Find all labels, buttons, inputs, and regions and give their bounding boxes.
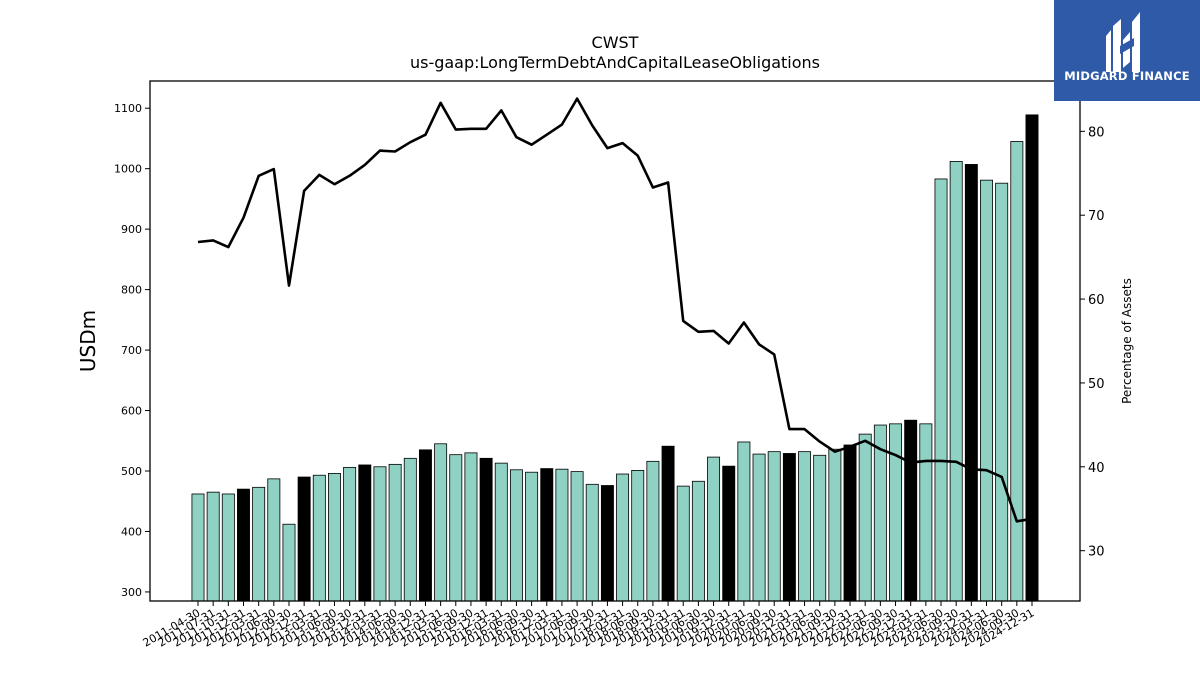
y-tick-label: 1000 <box>114 163 142 176</box>
bar <box>904 419 918 602</box>
bar <box>934 178 948 602</box>
bar <box>328 473 341 602</box>
brand-name: MIDGARD FINANCE <box>1064 69 1190 83</box>
y-tick-label: 300 <box>121 586 142 599</box>
y-tick-label: 400 <box>121 525 142 538</box>
bar <box>585 483 599 602</box>
bar <box>297 476 311 602</box>
y2-tick-label: 30 <box>1088 545 1105 560</box>
bar <box>358 464 372 602</box>
bar <box>707 456 721 602</box>
y-tick-label: 600 <box>121 405 142 418</box>
plot-frame <box>149 80 1081 602</box>
bar <box>388 463 402 602</box>
bar <box>267 478 281 602</box>
pct-series <box>197 97 1033 523</box>
bar <box>373 466 387 602</box>
bar-series <box>191 114 1039 602</box>
bar <box>949 161 963 602</box>
bar <box>221 493 235 602</box>
brand-mark-icon <box>1106 12 1140 72</box>
bar <box>843 444 857 602</box>
bar <box>282 523 296 602</box>
bar <box>828 448 842 602</box>
bar <box>995 182 1009 602</box>
bar <box>403 457 417 602</box>
y2-axis-label: Percentage of Assets <box>1120 278 1134 404</box>
bar <box>237 488 250 602</box>
y-tick-label: 800 <box>121 284 142 297</box>
y-tick-label: 700 <box>121 344 142 357</box>
bar <box>919 423 933 602</box>
y-tick-label: 500 <box>121 465 142 478</box>
bar <box>312 474 326 602</box>
bar <box>206 491 220 602</box>
y-axis-right: 30 40 50 60 70 80 <box>1080 125 1105 560</box>
bar <box>691 480 705 602</box>
bar <box>600 485 614 602</box>
y2-tick-label: 60 <box>1088 293 1105 308</box>
y-axis-left: 300 400 500 600 700 800 900 1000 1100 <box>114 102 150 599</box>
bar <box>525 471 539 602</box>
bar <box>798 451 812 602</box>
bar <box>343 466 357 602</box>
bar <box>434 443 448 602</box>
bar <box>661 445 675 602</box>
bar <box>1010 141 1024 602</box>
bar <box>676 485 690 602</box>
bar <box>418 449 432 602</box>
bar <box>737 441 751 602</box>
pct-of-assets-line <box>197 97 1033 523</box>
bar <box>722 465 736 602</box>
bar <box>964 164 978 602</box>
bar <box>752 453 766 602</box>
y-tick-label: 1100 <box>114 102 142 115</box>
bar <box>646 460 660 602</box>
bar <box>889 423 902 602</box>
x-axis: 2011-04-302011-07-312011-10-312011-12-31… <box>141 601 1037 650</box>
bar <box>449 454 463 602</box>
bar <box>631 469 645 602</box>
bar <box>479 457 493 602</box>
y2-tick-label: 70 <box>1088 209 1105 224</box>
y2-tick-label: 80 <box>1088 125 1105 140</box>
bar <box>616 473 630 602</box>
bar <box>570 471 584 602</box>
bar <box>464 452 478 602</box>
y2-tick-label: 40 <box>1088 461 1105 476</box>
bar <box>540 468 554 602</box>
brand-logo: MIDGARD FINANCE <box>1054 0 1200 101</box>
bar <box>813 454 827 602</box>
chart-title: CWST <box>591 33 639 52</box>
y-axis-label: USDm <box>76 310 100 372</box>
y-tick-label: 900 <box>121 223 142 236</box>
bar <box>191 493 205 602</box>
bar <box>252 486 266 602</box>
bar <box>494 462 508 602</box>
bar <box>555 468 569 602</box>
bar <box>858 433 872 602</box>
bar <box>767 451 781 602</box>
bar <box>1025 114 1039 602</box>
bar <box>980 179 993 602</box>
bar <box>509 469 523 602</box>
chart-subtitle: us-gaap:LongTermDebtAndCapitalLeaseOblig… <box>409 53 821 72</box>
bar <box>782 453 796 602</box>
y2-tick-label: 50 <box>1088 377 1105 392</box>
